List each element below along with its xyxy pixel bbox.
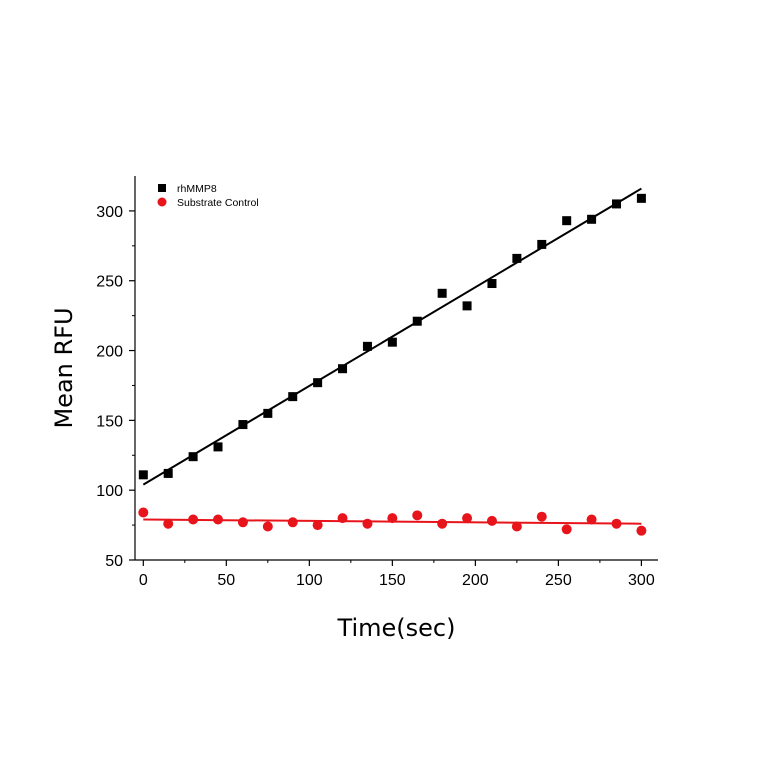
x-tick-label: 50 xyxy=(217,572,235,589)
y-tick-label: 300 xyxy=(96,204,123,221)
data-point-1 xyxy=(587,214,597,224)
y-tick-label: 150 xyxy=(96,413,123,430)
data-point-1 xyxy=(338,364,348,374)
legend-marker-2 xyxy=(157,197,167,207)
data-point-2 xyxy=(362,518,373,529)
y-tick-label: 200 xyxy=(96,344,123,361)
x-tick-label: 0 xyxy=(139,572,148,589)
data-point-2 xyxy=(486,515,497,526)
data-point-2 xyxy=(387,513,398,524)
y-axis-title: Mean RFU xyxy=(50,307,78,428)
y-tick-label: 50 xyxy=(105,553,123,570)
legend: rhMMP8 Substrate Control xyxy=(157,183,259,209)
data-point-1 xyxy=(263,408,273,418)
data-point-1 xyxy=(611,199,621,209)
data-point-2 xyxy=(262,521,273,532)
x-tick-label: 250 xyxy=(545,572,572,589)
data-point-2 xyxy=(561,524,572,535)
data-point-2 xyxy=(462,513,473,524)
data-point-1 xyxy=(163,468,173,478)
data-point-2 xyxy=(188,514,199,525)
data-point-1 xyxy=(636,193,646,203)
x-tick-label: 150 xyxy=(379,572,406,589)
data-point-1 xyxy=(512,253,522,263)
data-point-1 xyxy=(213,442,223,452)
data-point-2 xyxy=(163,518,174,529)
data-point-1 xyxy=(462,301,472,311)
data-point-2 xyxy=(237,517,248,528)
x-tick-label: 300 xyxy=(628,572,655,589)
legend-label-1: rhMMP8 xyxy=(177,183,217,195)
data-point-2 xyxy=(337,513,348,524)
data-point-2 xyxy=(636,525,647,536)
data-point-1 xyxy=(288,392,298,402)
data-point-2 xyxy=(586,514,597,525)
data-point-2 xyxy=(287,517,298,528)
data-markers xyxy=(138,193,647,536)
data-point-1 xyxy=(238,420,248,430)
data-point-1 xyxy=(188,452,198,462)
x-axis-title: Time(sec) xyxy=(337,614,456,642)
fit-line-1 xyxy=(142,187,642,486)
data-point-1 xyxy=(437,288,447,298)
data-point-1 xyxy=(362,341,372,351)
x-tick-label: 200 xyxy=(462,572,489,589)
data-point-2 xyxy=(437,518,448,529)
legend-marker-1 xyxy=(158,184,166,192)
data-point-2 xyxy=(312,520,323,531)
data-point-1 xyxy=(387,337,397,347)
data-point-2 xyxy=(611,518,622,529)
data-point-2 xyxy=(511,521,522,532)
x-tick-label: 100 xyxy=(296,572,323,589)
y-tick-label: 100 xyxy=(96,483,123,500)
data-point-2 xyxy=(412,510,423,521)
data-point-2 xyxy=(536,511,547,522)
data-point-1 xyxy=(313,378,323,388)
y-tick-label: 250 xyxy=(96,274,123,291)
axes: 0 50 100 150 200 250 300 50 100 150 200 250 300 xyxy=(96,176,658,589)
data-point-1 xyxy=(487,279,497,289)
data-point-2 xyxy=(213,514,224,525)
data-point-1 xyxy=(412,316,422,326)
data-point-2 xyxy=(138,507,149,518)
data-point-1 xyxy=(537,239,547,249)
legend-label-2: Substrate Control xyxy=(177,197,259,209)
data-point-1 xyxy=(138,470,148,480)
data-point-1 xyxy=(562,216,572,226)
fit-lines xyxy=(142,187,642,525)
